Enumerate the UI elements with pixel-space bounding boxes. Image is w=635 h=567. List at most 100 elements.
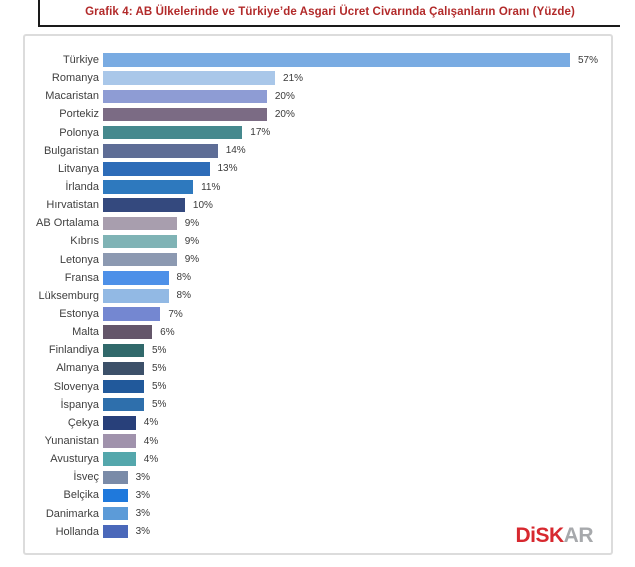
bar-label: İrlanda (65, 181, 99, 194)
bar-value: 4% (143, 417, 159, 429)
bar-label: İsveç (73, 471, 99, 484)
bar-label: Lüksemburg (38, 289, 99, 302)
bar-row: Slovenya 5% (27, 378, 611, 396)
bar-row: Malta 6% (27, 323, 611, 341)
logo-ar-text: AR (563, 524, 594, 547)
bar (103, 198, 185, 212)
bar (103, 524, 128, 539)
bar (103, 452, 136, 466)
bar-label: Çekya (67, 416, 99, 429)
bar-value: 8% (176, 290, 191, 302)
bar-label: Macaristan (45, 90, 99, 103)
bar-row: Estonya 7% (27, 305, 611, 323)
bar-label: Finlandiya (48, 344, 99, 357)
bar-row: Danimarka 3% (27, 505, 611, 523)
bar-value: 9% (184, 217, 200, 229)
bar-value: 3% (135, 526, 151, 538)
bar-label: Hırvatistan (46, 199, 99, 212)
bar-row: Almanya 5% (27, 359, 611, 377)
bar (103, 379, 144, 394)
bar (103, 234, 177, 249)
chart-title-bar: Grafik 4: AB Ülkelerinde ve Türkiye’de A… (38, 0, 620, 27)
bar-row: Kıbrıs 9% (27, 232, 611, 250)
bar (103, 71, 276, 85)
bar-label: Avusturya (50, 453, 99, 466)
bar-label: Hollanda (55, 525, 99, 538)
bar (103, 216, 177, 231)
bar-label: Portekiz (59, 108, 99, 121)
bar (103, 162, 210, 176)
bar (103, 89, 267, 104)
bar-value: 14% (225, 145, 246, 157)
bar (103, 397, 144, 412)
bar-value: 5% (151, 344, 167, 356)
chart-panel: Türkiye 57% Romanya 21% Macaristan 20% P… (23, 34, 613, 555)
bar-row: Çekya 4% (27, 414, 611, 432)
bar-label: Türkiye (62, 54, 99, 67)
bar-row: Romanya 21% (27, 69, 611, 87)
bar (103, 125, 243, 140)
logo-disk-text: DiSK (515, 524, 564, 547)
bar-value: 4% (143, 453, 159, 465)
bar-row: Hırvatistan 10% (27, 196, 611, 214)
bar-label: Malta (72, 326, 99, 339)
bar (103, 252, 177, 267)
bar-row: Macaristan 20% (27, 87, 611, 105)
bar-value: 57% (578, 54, 599, 66)
bar-label: Litvanya (58, 162, 99, 175)
bar-row: İsveç 3% (27, 468, 611, 486)
bar-label: İspanya (60, 398, 99, 411)
bar-row: Polonya 17% (27, 124, 611, 142)
bar-value: 8% (176, 272, 191, 284)
bar-row: Avusturya 4% (27, 450, 611, 468)
bar-value: 20% (274, 108, 295, 120)
bar (103, 434, 136, 448)
bar-value: 17% (250, 127, 271, 139)
bar (103, 53, 570, 67)
bar (103, 470, 128, 485)
bar-label: Almanya (56, 362, 99, 375)
bar-label: Yunanistan (44, 435, 99, 448)
bar (103, 107, 267, 122)
bar-value: 3% (135, 489, 151, 501)
bar-label: Fransa (64, 271, 99, 284)
bar (103, 271, 169, 285)
bar-label: Estonya (59, 308, 99, 321)
bar-row: Lüksemburg 8% (27, 287, 611, 305)
bar-value: 21% (283, 72, 304, 84)
bar-label: Bulgaristan (43, 144, 99, 157)
chart-title: Grafik 4: AB Ülkelerinde ve Türkiye’de A… (85, 5, 575, 18)
bar-label: Slovenya (53, 380, 99, 393)
bar-value: 5% (151, 381, 167, 393)
bar-value: 5% (151, 399, 167, 411)
bar-value: 7% (168, 308, 183, 320)
bar-value: 11% (201, 181, 221, 193)
bar-row: Portekiz 20% (27, 105, 611, 123)
bar (103, 307, 161, 321)
bar-row: İspanya 5% (27, 396, 611, 414)
bar-value: 6% (160, 326, 175, 338)
bar-row: Yunanistan 4% (27, 432, 611, 450)
bar-label: Kıbrıs (70, 235, 99, 248)
bar (103, 180, 194, 194)
bar-label: AB Ortalama (36, 217, 99, 230)
bar-row: AB Ortalama 9% (27, 214, 611, 232)
bar-label: Letonya (59, 253, 99, 266)
bar-value: 20% (274, 90, 295, 102)
bar (103, 488, 128, 503)
bar-row: Fransa 8% (27, 269, 611, 287)
bar (103, 361, 144, 376)
bar-row: Belçika 3% (27, 486, 611, 504)
bar-row: Finlandiya 5% (27, 341, 611, 359)
bar (103, 343, 144, 358)
bar-value: 5% (151, 362, 167, 374)
bar-value: 13% (217, 163, 238, 175)
bar (103, 416, 136, 430)
bar-row: Letonya 9% (27, 251, 611, 269)
bar (103, 506, 128, 521)
bar (103, 289, 169, 303)
bar-row: Bulgaristan 14% (27, 142, 611, 160)
bar-row: Litvanya 13% (27, 160, 611, 178)
bar-value: 4% (143, 435, 159, 447)
bar-rows: Türkiye 57% Romanya 21% Macaristan 20% P… (25, 36, 611, 541)
